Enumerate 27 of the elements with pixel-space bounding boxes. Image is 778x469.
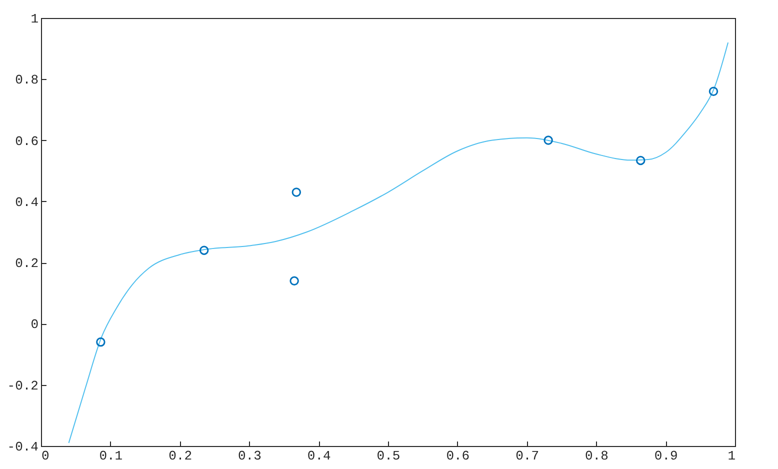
point (636, 156, 646, 166)
x-tick-label: 0.9 (654, 448, 678, 464)
line-series (68, 42, 729, 444)
y-tick-label: 0.6 (15, 134, 38, 149)
x-tick-label: 0.2 (168, 448, 192, 464)
y-tick-label: -0.4 (7, 440, 39, 454)
point (290, 276, 299, 286)
y-tick-label: 0.8 (15, 72, 38, 88)
y-tick-label: 0 (30, 317, 38, 332)
point (292, 188, 302, 197)
point (96, 337, 106, 347)
x-tick-label: 1 (728, 448, 736, 464)
y-tick-label: -0.2 (7, 378, 38, 394)
x-tick-label: 0.3 (238, 448, 262, 464)
x-tick-label: 0.1 (99, 448, 123, 464)
point (544, 136, 553, 145)
x-tick-label: 0.7 (516, 448, 540, 464)
y-tick-label: 0.2 (15, 256, 38, 272)
y-tick-label: 1 (30, 12, 39, 26)
point (708, 86, 718, 96)
point (199, 246, 209, 255)
x-tick-label: 0.4 (307, 448, 331, 464)
x-tick-label: 0.6 (446, 448, 470, 464)
x-tick-label: 0.8 (584, 448, 608, 464)
x-tick-label: 0 (42, 448, 50, 464)
x-tick-label: 0.5 (376, 448, 400, 464)
y-tick-label: 0.4 (15, 194, 39, 210)
